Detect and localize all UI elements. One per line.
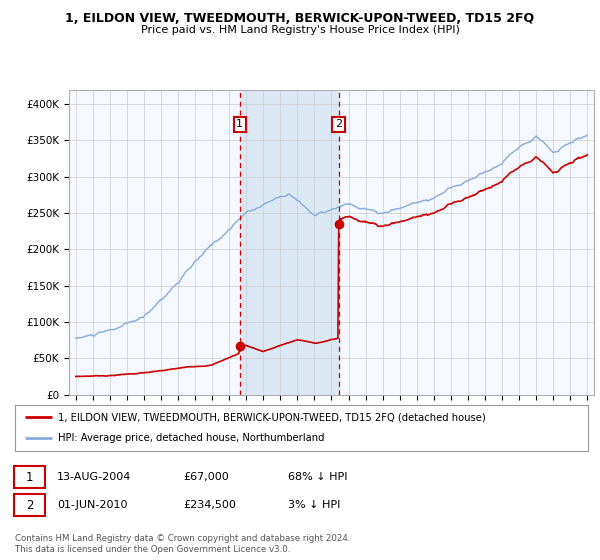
Text: 01-JUN-2010: 01-JUN-2010 xyxy=(57,500,128,510)
Text: Contains HM Land Registry data © Crown copyright and database right 2024.
This d: Contains HM Land Registry data © Crown c… xyxy=(15,534,350,554)
Text: 68% ↓ HPI: 68% ↓ HPI xyxy=(288,472,347,482)
Text: £234,500: £234,500 xyxy=(183,500,236,510)
Text: HPI: Average price, detached house, Northumberland: HPI: Average price, detached house, Nort… xyxy=(58,433,325,444)
Text: £67,000: £67,000 xyxy=(183,472,229,482)
Bar xyxy=(240,90,338,395)
Text: 1: 1 xyxy=(236,119,243,129)
Text: Price paid vs. HM Land Registry's House Price Index (HPI): Price paid vs. HM Land Registry's House … xyxy=(140,25,460,35)
Text: 13-AUG-2004: 13-AUG-2004 xyxy=(57,472,131,482)
Text: 1, EILDON VIEW, TWEEDMOUTH, BERWICK-UPON-TWEED, TD15 2FQ: 1, EILDON VIEW, TWEEDMOUTH, BERWICK-UPON… xyxy=(65,12,535,25)
Text: 3% ↓ HPI: 3% ↓ HPI xyxy=(288,500,340,510)
Text: 2: 2 xyxy=(335,119,342,129)
Text: 1: 1 xyxy=(26,470,33,484)
Text: 1, EILDON VIEW, TWEEDMOUTH, BERWICK-UPON-TWEED, TD15 2FQ (detached house): 1, EILDON VIEW, TWEEDMOUTH, BERWICK-UPON… xyxy=(58,412,486,422)
Text: 2: 2 xyxy=(26,498,33,512)
